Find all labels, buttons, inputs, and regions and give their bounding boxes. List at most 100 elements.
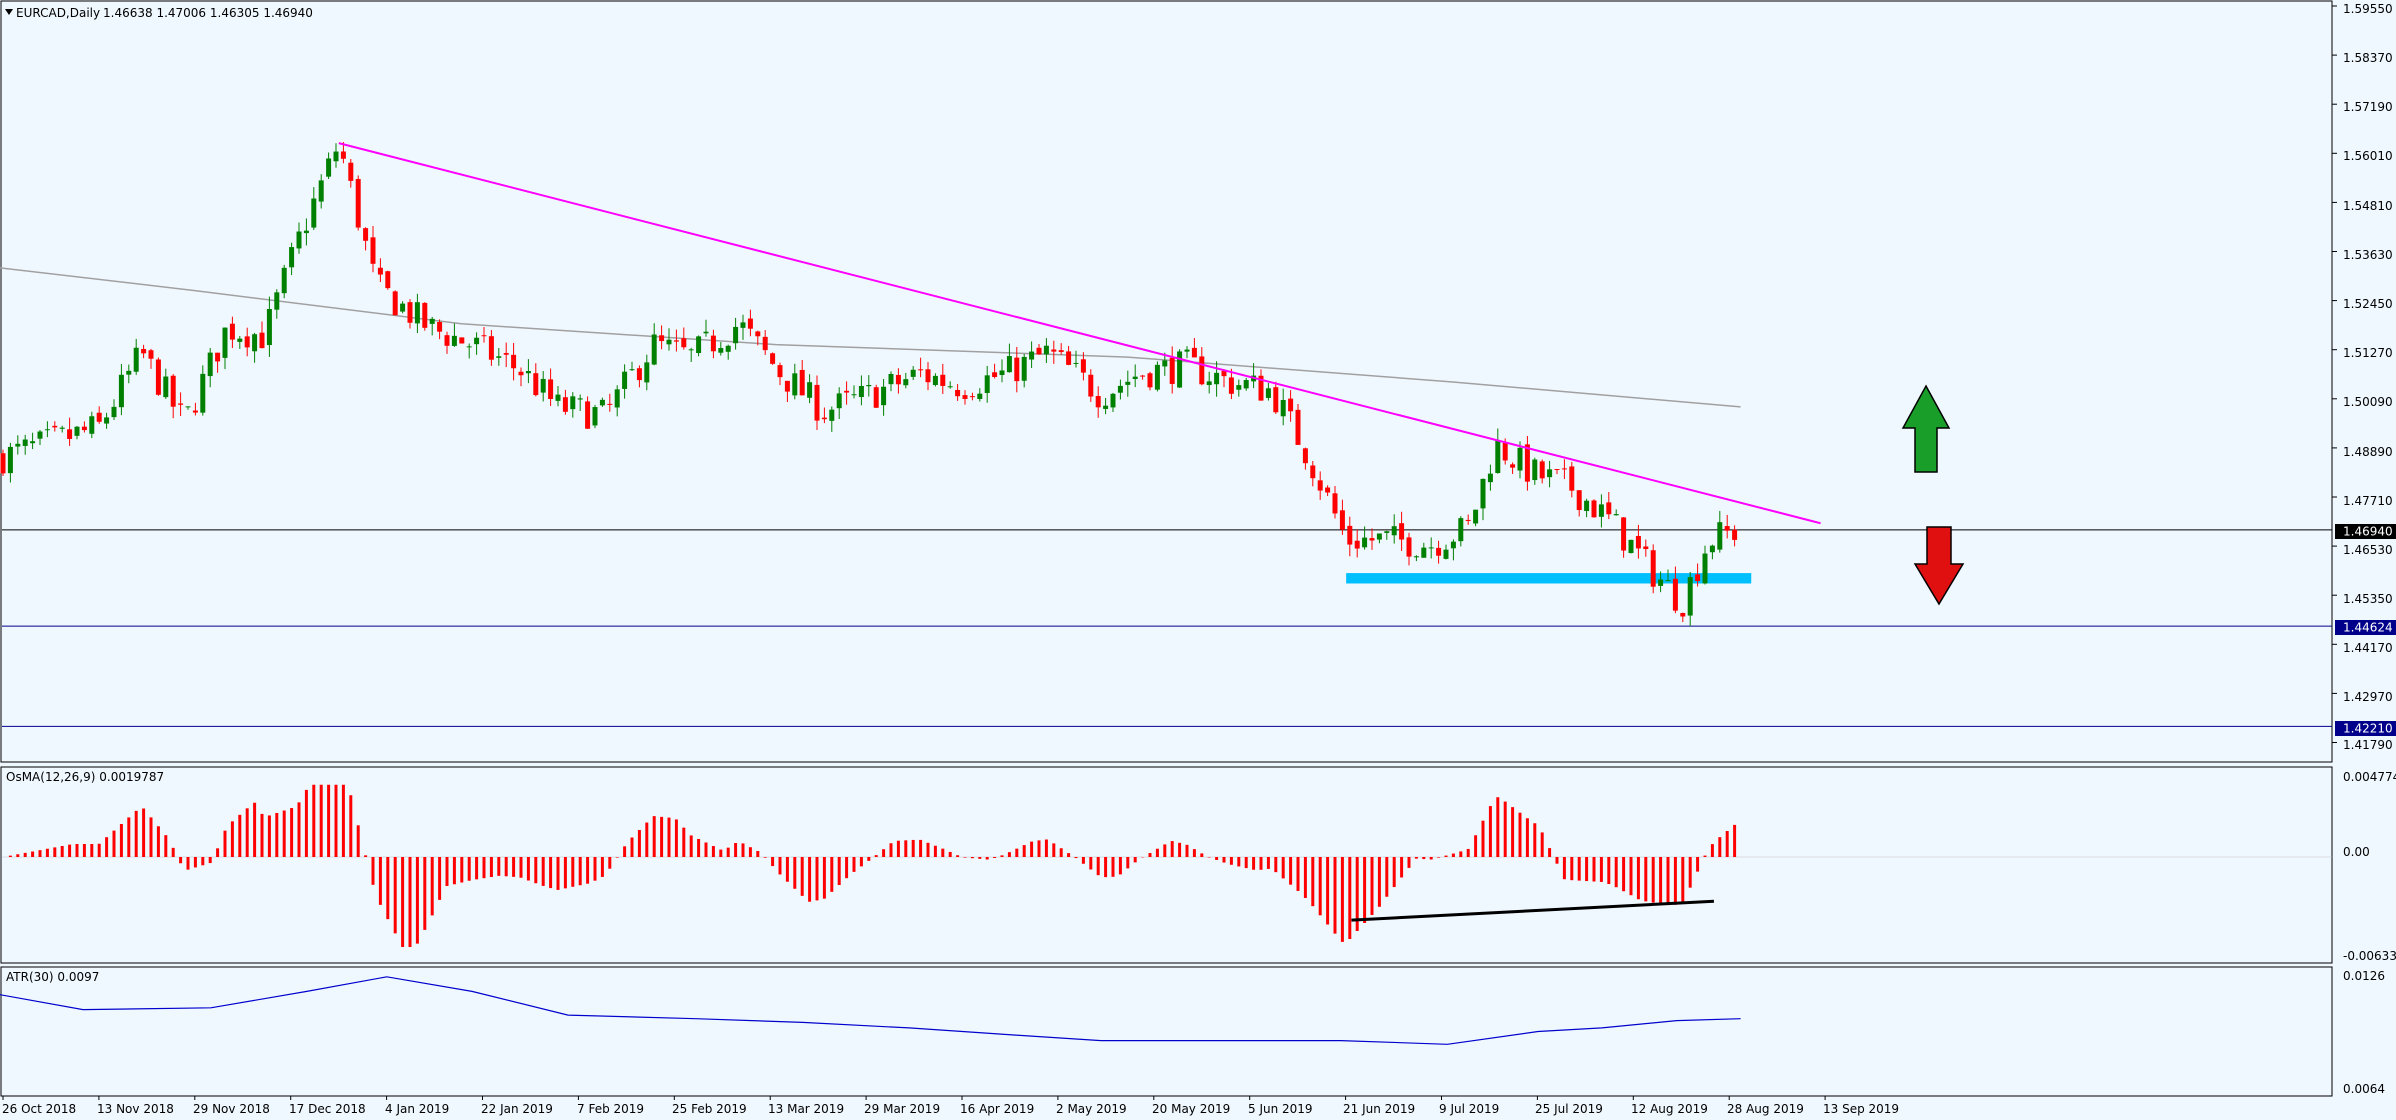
candle-body	[30, 441, 36, 444]
candle-body	[962, 395, 968, 399]
candle-body	[1036, 347, 1042, 355]
candle-body	[1702, 553, 1708, 584]
candle-body	[866, 384, 872, 387]
candle-body	[1547, 469, 1553, 478]
candle-body	[696, 336, 702, 354]
candle-body	[555, 394, 561, 401]
candle-body	[363, 228, 369, 241]
candle-body	[740, 322, 746, 328]
date-tick: 13 Nov 2018	[97, 1102, 174, 1116]
candle-body	[444, 335, 450, 346]
candle-body	[1613, 514, 1619, 516]
candle-body	[1436, 547, 1442, 556]
candle-body	[1584, 500, 1590, 511]
candle-body	[311, 198, 317, 228]
candle-body	[895, 374, 901, 385]
symbol-dropdown-icon[interactable]	[5, 9, 13, 15]
date-tick: 2 May 2019	[1056, 1102, 1127, 1116]
osma-tick: -0.0063336	[2343, 949, 2396, 963]
candle-body	[1332, 493, 1338, 514]
candle-body	[659, 335, 665, 342]
candle-body	[488, 336, 494, 360]
candle-body	[1443, 549, 1449, 559]
candle-body	[1510, 464, 1516, 468]
candle-body	[1524, 444, 1530, 482]
price-tick: 1.54810	[2343, 199, 2393, 213]
candle-body	[1206, 381, 1212, 386]
candle-body	[1177, 351, 1183, 388]
candle-body	[289, 247, 295, 268]
level-2-label: 1.42210	[2343, 722, 2393, 736]
date-tick: 29 Nov 2018	[193, 1102, 270, 1116]
candle-body	[673, 340, 679, 342]
candle-body	[67, 429, 73, 439]
level-1-label: 1.44624	[2343, 621, 2393, 635]
atr-panel[interactable]	[0, 966, 2333, 1097]
price-tick: 1.47710	[2343, 494, 2393, 508]
osma-panel[interactable]	[0, 766, 2333, 964]
candle-body	[1465, 519, 1471, 521]
candle-body	[1569, 466, 1575, 491]
candle-body	[1162, 360, 1168, 367]
candle-body	[1280, 400, 1286, 417]
candle-body	[947, 386, 953, 388]
candle-body	[1325, 487, 1331, 493]
level-2-tag	[2335, 721, 2396, 736]
candle-body	[274, 292, 280, 310]
candle-body	[918, 369, 924, 371]
candle-body	[992, 372, 998, 377]
candle-body	[940, 374, 946, 386]
candle-body	[807, 382, 813, 398]
candle-body	[15, 443, 21, 447]
candle-body	[1103, 405, 1109, 409]
support-zone	[1346, 573, 1752, 584]
osma-label: OsMA(12,26,9) 0.0019787	[6, 770, 164, 784]
candle-body	[1680, 613, 1686, 617]
candle-body	[636, 368, 642, 381]
candle-body	[1658, 579, 1664, 586]
candle-body	[1191, 347, 1197, 358]
candle-body	[622, 371, 628, 389]
candle-body	[1421, 547, 1427, 558]
candle-body	[333, 151, 339, 162]
candle-body	[1088, 374, 1094, 397]
candle-body	[1154, 364, 1160, 390]
main-price-panel[interactable]	[0, 0, 2333, 763]
date-tick: 22 Jan 2019	[481, 1102, 553, 1116]
candle-body	[1376, 533, 1382, 540]
date-tick: 13 Sep 2019	[1823, 1102, 1899, 1116]
candle-body	[599, 399, 605, 406]
candle-body	[1687, 577, 1693, 616]
candle-body	[969, 396, 975, 398]
candle-body	[244, 336, 250, 348]
candle-body	[348, 162, 354, 181]
candle-body	[1221, 370, 1227, 377]
candle-body	[681, 338, 687, 348]
candle-body	[1199, 356, 1205, 385]
candle-body	[1317, 480, 1323, 491]
date-axis: 26 Oct 2018 13 Nov 2018 29 Nov 2018 17 D…	[2, 1102, 1899, 1116]
moving-average-line	[0, 267, 1741, 408]
down-arrow-icon	[1913, 526, 1965, 606]
candle-body	[1347, 525, 1353, 545]
candle-body	[1058, 350, 1064, 352]
candle-body	[303, 230, 309, 234]
candle-body	[266, 308, 272, 346]
candle-body	[755, 331, 761, 337]
candle-body	[7, 446, 13, 474]
candle-body	[1606, 502, 1612, 515]
candle-body	[1110, 393, 1116, 408]
candle-body	[525, 371, 531, 374]
descending-trendline	[338, 142, 1821, 525]
candle-body	[858, 385, 864, 398]
candle-body	[1369, 538, 1375, 541]
candle-body	[562, 397, 568, 412]
candle-body	[1095, 395, 1101, 408]
candle-body	[977, 393, 983, 400]
candle-body	[518, 371, 524, 376]
date-tick: 20 May 2019	[1152, 1102, 1230, 1116]
candle-body	[1006, 356, 1012, 373]
price-tick: 1.48890	[2343, 445, 2393, 459]
